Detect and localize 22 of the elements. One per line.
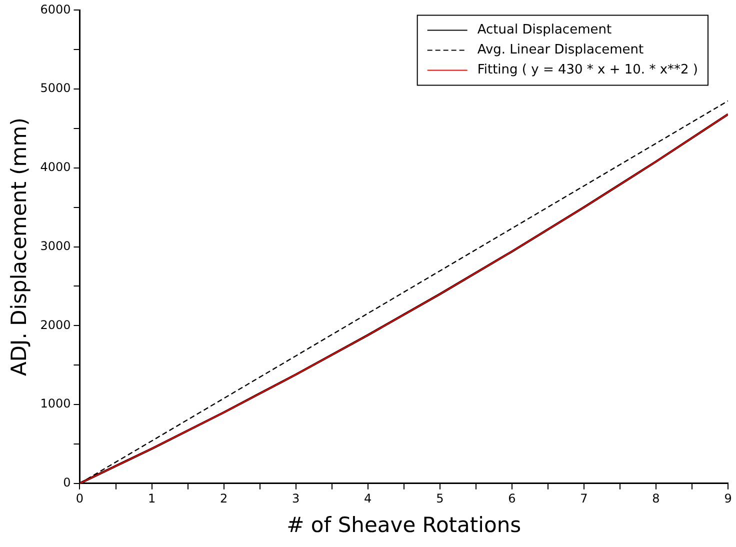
legend-label: Fitting ( y = 430 * x + 10. * x**2 ) [477, 62, 698, 78]
y-tick-label: 3000 [40, 238, 71, 253]
x-tick-label: 4 [364, 492, 372, 506]
y-tick-label: 6000 [40, 2, 71, 16]
x-tick-label: 0 [76, 492, 84, 506]
x-tick-label: 9 [724, 492, 732, 506]
x-tick-label: 1 [148, 492, 156, 506]
x-axis-title: # of Sheave Rotations [286, 512, 522, 537]
y-tick-label: 1000 [40, 396, 71, 411]
x-tick-label: 5 [436, 492, 444, 506]
y-tick-label: 2000 [40, 318, 71, 332]
x-tick-label: 7 [580, 492, 588, 506]
y-tick-label: 5000 [40, 81, 71, 96]
legend-label: Avg. Linear Displacement [477, 42, 644, 58]
y-tick-label: 0 [63, 476, 71, 490]
legend-label: Actual Displacement [477, 22, 612, 38]
x-tick-label: 2 [220, 492, 228, 506]
x-tick-label: 3 [292, 492, 300, 506]
x-tick-label: 8 [652, 492, 660, 506]
y-axis-title: ADJ. Displacement (mm) [7, 118, 32, 376]
x-tick-label: 6 [508, 492, 516, 506]
y-tick-label: 4000 [40, 160, 71, 174]
